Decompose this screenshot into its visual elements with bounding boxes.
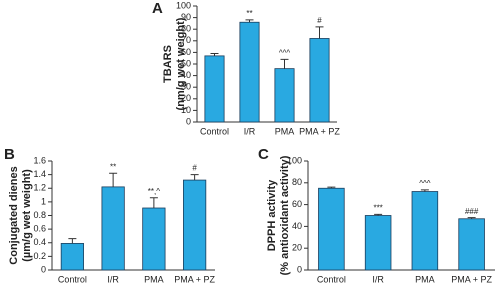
bar <box>101 186 125 271</box>
y-tick-label: 60 <box>292 199 302 209</box>
error-bar <box>109 172 118 187</box>
y-axis-label: (µm/g wet weight) <box>21 169 33 262</box>
y-axis-label: TBARS <box>162 45 174 83</box>
significance-label: # <box>317 16 322 25</box>
error-bar <box>327 186 336 189</box>
y-tick-label: 0 <box>297 264 302 274</box>
significance-label: ** <box>246 9 252 18</box>
bar <box>183 179 207 271</box>
significance-label: *** <box>373 204 382 213</box>
y-axis-label: Conjugated dienes <box>8 166 20 264</box>
significance-label: ### <box>465 207 479 216</box>
panel-label: C <box>258 146 269 163</box>
x-tick-label: PMA + PZ <box>299 126 340 136</box>
significance-label: # <box>192 164 197 173</box>
y-tick-label: 0.2 <box>33 251 46 261</box>
x-tick-label: Control <box>317 274 346 284</box>
error-bar <box>315 26 324 39</box>
y-tick-label: 90 <box>181 12 191 22</box>
y-tick-label: 10 <box>181 105 191 115</box>
error-bar <box>210 53 219 56</box>
error-bar <box>68 238 77 244</box>
x-tick-label: PMA <box>275 126 295 136</box>
bar <box>458 218 485 271</box>
x-tick-label: Control <box>200 126 229 136</box>
error-bar <box>190 174 199 181</box>
bar <box>274 68 295 123</box>
bar <box>142 207 166 271</box>
y-tick-label: 0.8 <box>33 210 46 220</box>
x-tick-label: PMA + PZ <box>451 274 492 284</box>
bar <box>309 38 330 123</box>
y-tick-label: 1.4 <box>33 169 46 179</box>
y-tick-label: 40 <box>292 221 302 231</box>
bar <box>60 243 84 271</box>
significance-label: ^^^ <box>279 48 291 57</box>
panel-label: B <box>4 146 15 163</box>
x-tick-label: I/R <box>244 126 256 136</box>
y-tick-label: 80 <box>181 24 191 34</box>
bar <box>318 187 345 271</box>
significance-label: ^^^ <box>419 179 431 188</box>
x-tick-label: PMA <box>144 274 164 284</box>
error-bar <box>420 189 429 192</box>
y-tick-label: 20 <box>181 93 191 103</box>
y-tick-label: 20 <box>292 243 302 253</box>
y-tick-label: 1.6 <box>33 155 46 165</box>
y-tick-label: 1.2 <box>33 183 46 193</box>
x-tick-label: I/R <box>107 274 119 284</box>
panel-label: A <box>152 0 163 17</box>
y-tick-label: 40 <box>181 70 191 80</box>
y-axis-label: DPPH activity <box>266 179 278 251</box>
y-axis-label: (nm/g wet weight) <box>175 17 187 110</box>
bar <box>364 215 392 271</box>
x-tick-label: Control <box>58 274 87 284</box>
y-tick-label: 100 <box>287 155 302 165</box>
y-tick-label: 60 <box>181 47 191 57</box>
y-tick-label: 0 <box>186 116 191 126</box>
significance-label: ** <box>110 162 116 171</box>
significance-label: **,^ <box>148 187 160 196</box>
y-tick-label: 80 <box>292 177 302 187</box>
bar <box>204 55 225 123</box>
error-bar <box>374 213 383 216</box>
error-bar <box>467 217 476 219</box>
y-tick-label: 100 <box>176 0 191 10</box>
x-tick-label: I/R <box>372 274 384 284</box>
y-tick-label: 50 <box>181 58 191 68</box>
y-tick-label: 0.6 <box>33 224 46 234</box>
y-tick-label: 70 <box>181 35 191 45</box>
error-bar <box>149 197 158 209</box>
y-tick-label: 30 <box>181 82 191 92</box>
x-tick-label: PMA <box>415 274 435 284</box>
y-tick-label: 0.4 <box>33 237 46 247</box>
error-bar <box>280 58 289 69</box>
y-tick-label: 1 <box>41 196 46 206</box>
bar <box>411 191 439 271</box>
bar <box>239 21 260 123</box>
error-bar <box>245 19 254 23</box>
x-tick-label: PMA + PZ <box>174 274 215 284</box>
y-axis-label: (% antioxidant activity) <box>279 155 291 275</box>
y-tick-label: 0 <box>41 264 46 274</box>
